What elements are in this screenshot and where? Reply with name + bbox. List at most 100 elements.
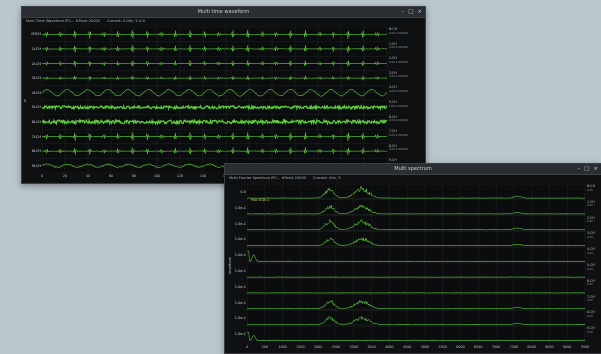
x-tick-label: 3500 [367,345,375,349]
channel-label: 9LCH [32,164,41,168]
x-tick-label: 5000 [421,345,429,349]
x-tick-label: 2500 [332,345,340,349]
channel-info-name: 4-CH [389,85,397,89]
time-waveform-window[interactable]: Multi time waveform – □ × Multi Time Wav… [21,6,426,184]
time-waveform-plot[interactable] [42,27,387,173]
x-tick-label: 8000 [527,345,535,349]
channel-label: 6LCH [32,120,41,124]
channel-label: 8LCH [32,149,41,153]
channel-info-values: 0.00 [587,220,595,224]
x-tick-label: 4000 [385,345,393,349]
channel-info-values: 0.00 [587,331,595,335]
channel-info-name: 5-CH [587,263,595,267]
channel-label: 2LCH [32,62,41,66]
channel-info-name: 2-CH [389,56,397,60]
channel-info-values: 0.00 [587,299,595,303]
channel-info-values: 0.00 0.001000 [389,134,408,138]
channel-info-name: 6-CH [389,115,397,119]
spectrum-window-title: Multi spectrum [225,165,601,173]
channel-label: 3LCH [32,76,41,80]
spectrum-plot[interactable] [247,184,585,342]
spectrum-window-info-cursor: Current: 0Hz, Y: [313,176,341,181]
x-tick-label: 7500 [510,345,518,349]
time-axis-marker: S [24,99,26,103]
spectrum-minimize-button[interactable]: – [577,165,580,173]
channel-label: 1.0e-1 [235,237,246,241]
channel-info-name: 8-CH [587,310,595,314]
x-tick-label: 6000 [456,345,464,349]
maximize-button[interactable]: □ [408,8,413,16]
channel-info-name: 2-CH [587,216,595,220]
channel-label: 1.0e-1 [235,316,246,320]
channel-info-values: 0.00 0.001000 [389,119,408,123]
x-tick-label: 0 [41,174,43,178]
channel-info-values: 0.00 [587,252,595,256]
spectrum-window[interactable]: Multi spectrum – □ × Multi Fourier Spect… [224,163,601,354]
channel-label: NTCH [31,32,41,36]
channel-info-name: 9-CH [389,158,397,162]
channel-info-values: 0.00 0.001000 [389,32,408,36]
channel-info-name: 7-CH [389,129,397,133]
channel-label: 1.0e-1 [235,222,246,226]
spectrum-channel-labels: 0.0 1.0e-1 1.0e-1 1.0e-1 1.0e-1 1.0e-1 1.0e-1 1… [225,184,246,342]
spectrum-window-infobar: Multi Fourier Spectrum IPC... #Point 200… [229,176,341,181]
time-window-title: Multi time waveform [22,8,425,16]
channel-label: 5LCH [32,105,41,109]
x-tick-label: 60 [109,174,113,178]
channel-info-name: 1-CH [389,42,397,46]
channel-info-values: 0.00 0.001000 [389,105,408,109]
channel-label: 1.0e-1 [235,332,246,336]
channel-info-name: N-CH [389,27,397,31]
channel-info-name: 9-CH [587,326,595,330]
channel-label: 1.0e-1 [235,269,246,273]
channel-label: 0.0 [240,190,246,194]
close-button[interactable]: × [417,8,422,16]
channel-info-values: 0.00 0.001000 [389,90,408,94]
x-tick-label: 8500 [545,345,553,349]
x-tick-label: 1500 [296,345,304,349]
x-tick-label: 100 [154,174,160,178]
channel-info-values: 0.00 0.001000 [389,148,408,152]
x-tick-label: 5500 [438,345,446,349]
channel-label: 1.0e-1 [235,206,246,210]
channel-label: 1.0e-1 [235,253,246,257]
spectrum-window-info-points: Multi Fourier Spectrum IPC... #Point 200… [229,176,306,181]
x-tick-label: 9000 [563,345,571,349]
time-window-titlebar[interactable]: Multi time waveform – □ × [22,7,425,18]
channel-label: 4LCH [32,91,41,95]
channel-label: 1LCH [32,47,41,51]
x-tick-label: 0 [246,345,248,349]
channel-info-values: 0.00 [587,236,595,240]
spectrum-window-titlebar[interactable]: Multi spectrum – □ × [225,164,601,175]
channel-info-values: 0.00 [587,283,595,287]
channel-label: 7LCH [32,135,41,139]
channel-info-name: 3-CH [587,231,595,235]
channel-info-values: 0.00 [587,315,595,319]
channel-label: 1.0e-1 [235,285,246,289]
channel-info-values: 0.00 [587,268,595,272]
time-window-infobar: Multi Time Waveform IPC... #Point 20000 … [26,19,145,24]
minimize-button[interactable]: – [401,8,404,16]
spectrum-maximize-button[interactable]: □ [584,165,589,173]
channel-info-values: 0.00 [587,204,595,208]
spectrum-close-button[interactable]: × [593,165,598,173]
channel-info-values: 0.00 0.001000 [389,75,408,79]
channel-label: 1.0e-1 [235,301,246,305]
x-tick-label: 120 [177,174,183,178]
